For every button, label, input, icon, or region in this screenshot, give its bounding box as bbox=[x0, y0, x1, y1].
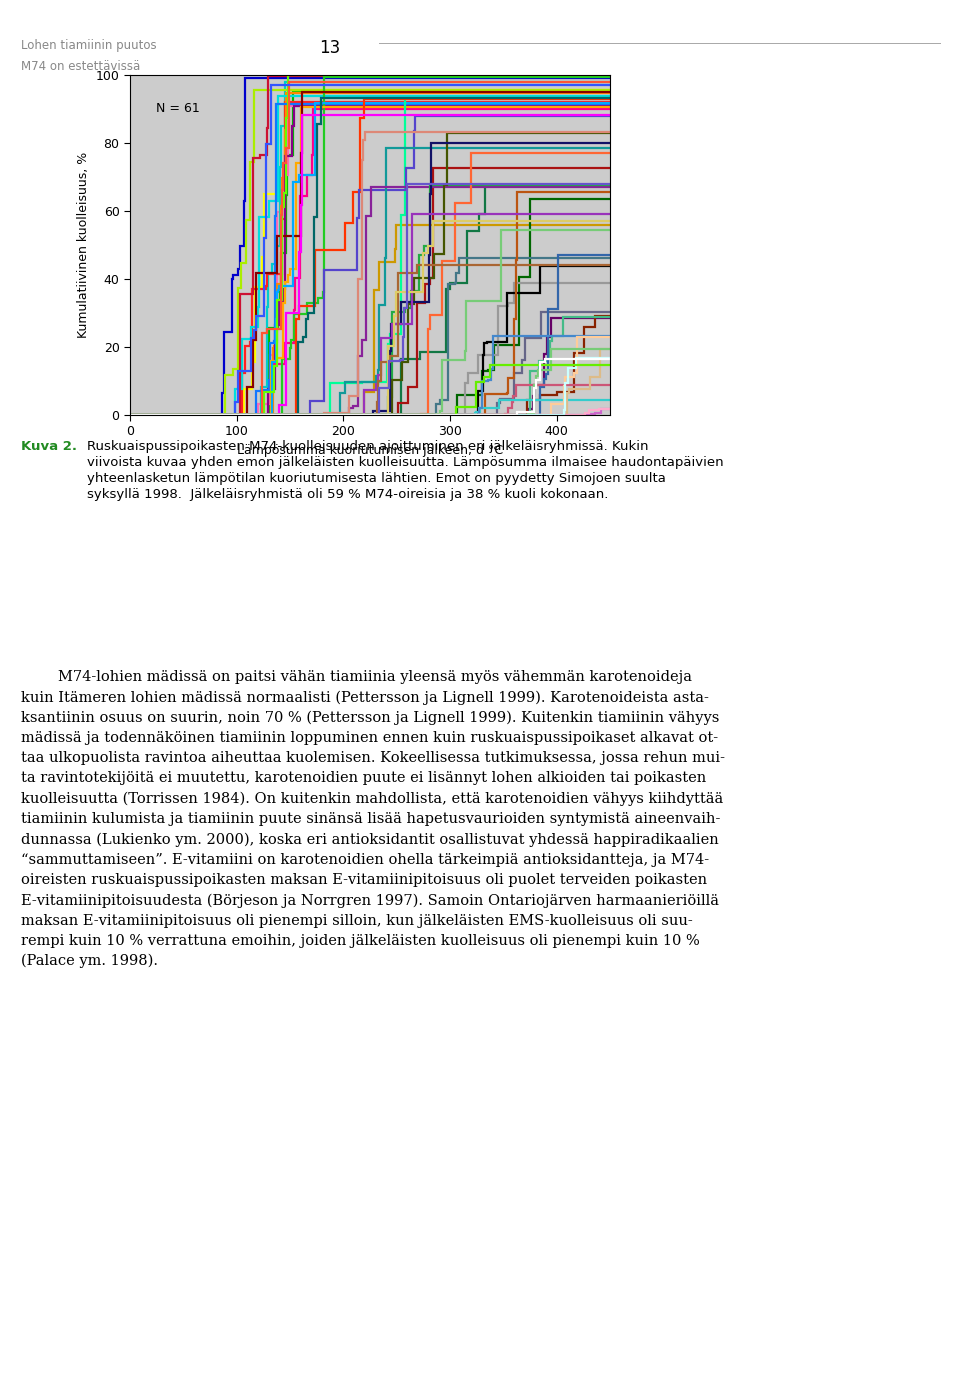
Text: M74 on estettävissä: M74 on estettävissä bbox=[21, 60, 140, 73]
X-axis label: Lämpösumma kuoriutumisen jälkeen, d °C: Lämpösumma kuoriutumisen jälkeen, d °C bbox=[237, 444, 503, 456]
Text: N = 61: N = 61 bbox=[156, 102, 200, 116]
Y-axis label: Kumulatiivinen kuolleisuus, %: Kumulatiivinen kuolleisuus, % bbox=[77, 152, 90, 338]
Text: M74-lohien mädissä on paitsi vähän tiamiinia yleensä myös vähemmän karotenoideja: M74-lohien mädissä on paitsi vähän tiami… bbox=[21, 670, 725, 969]
Text: 13: 13 bbox=[320, 39, 341, 57]
Text: Kuva 2.: Kuva 2. bbox=[21, 440, 77, 452]
Text: Lohen tiamiinin puutos: Lohen tiamiinin puutos bbox=[21, 39, 156, 52]
Text: Ruskuaispussipoikasten M74-kuolleisuuden ajoittuminen eri jälkeläisryhmissä. Kuk: Ruskuaispussipoikasten M74-kuolleisuuden… bbox=[87, 440, 724, 501]
